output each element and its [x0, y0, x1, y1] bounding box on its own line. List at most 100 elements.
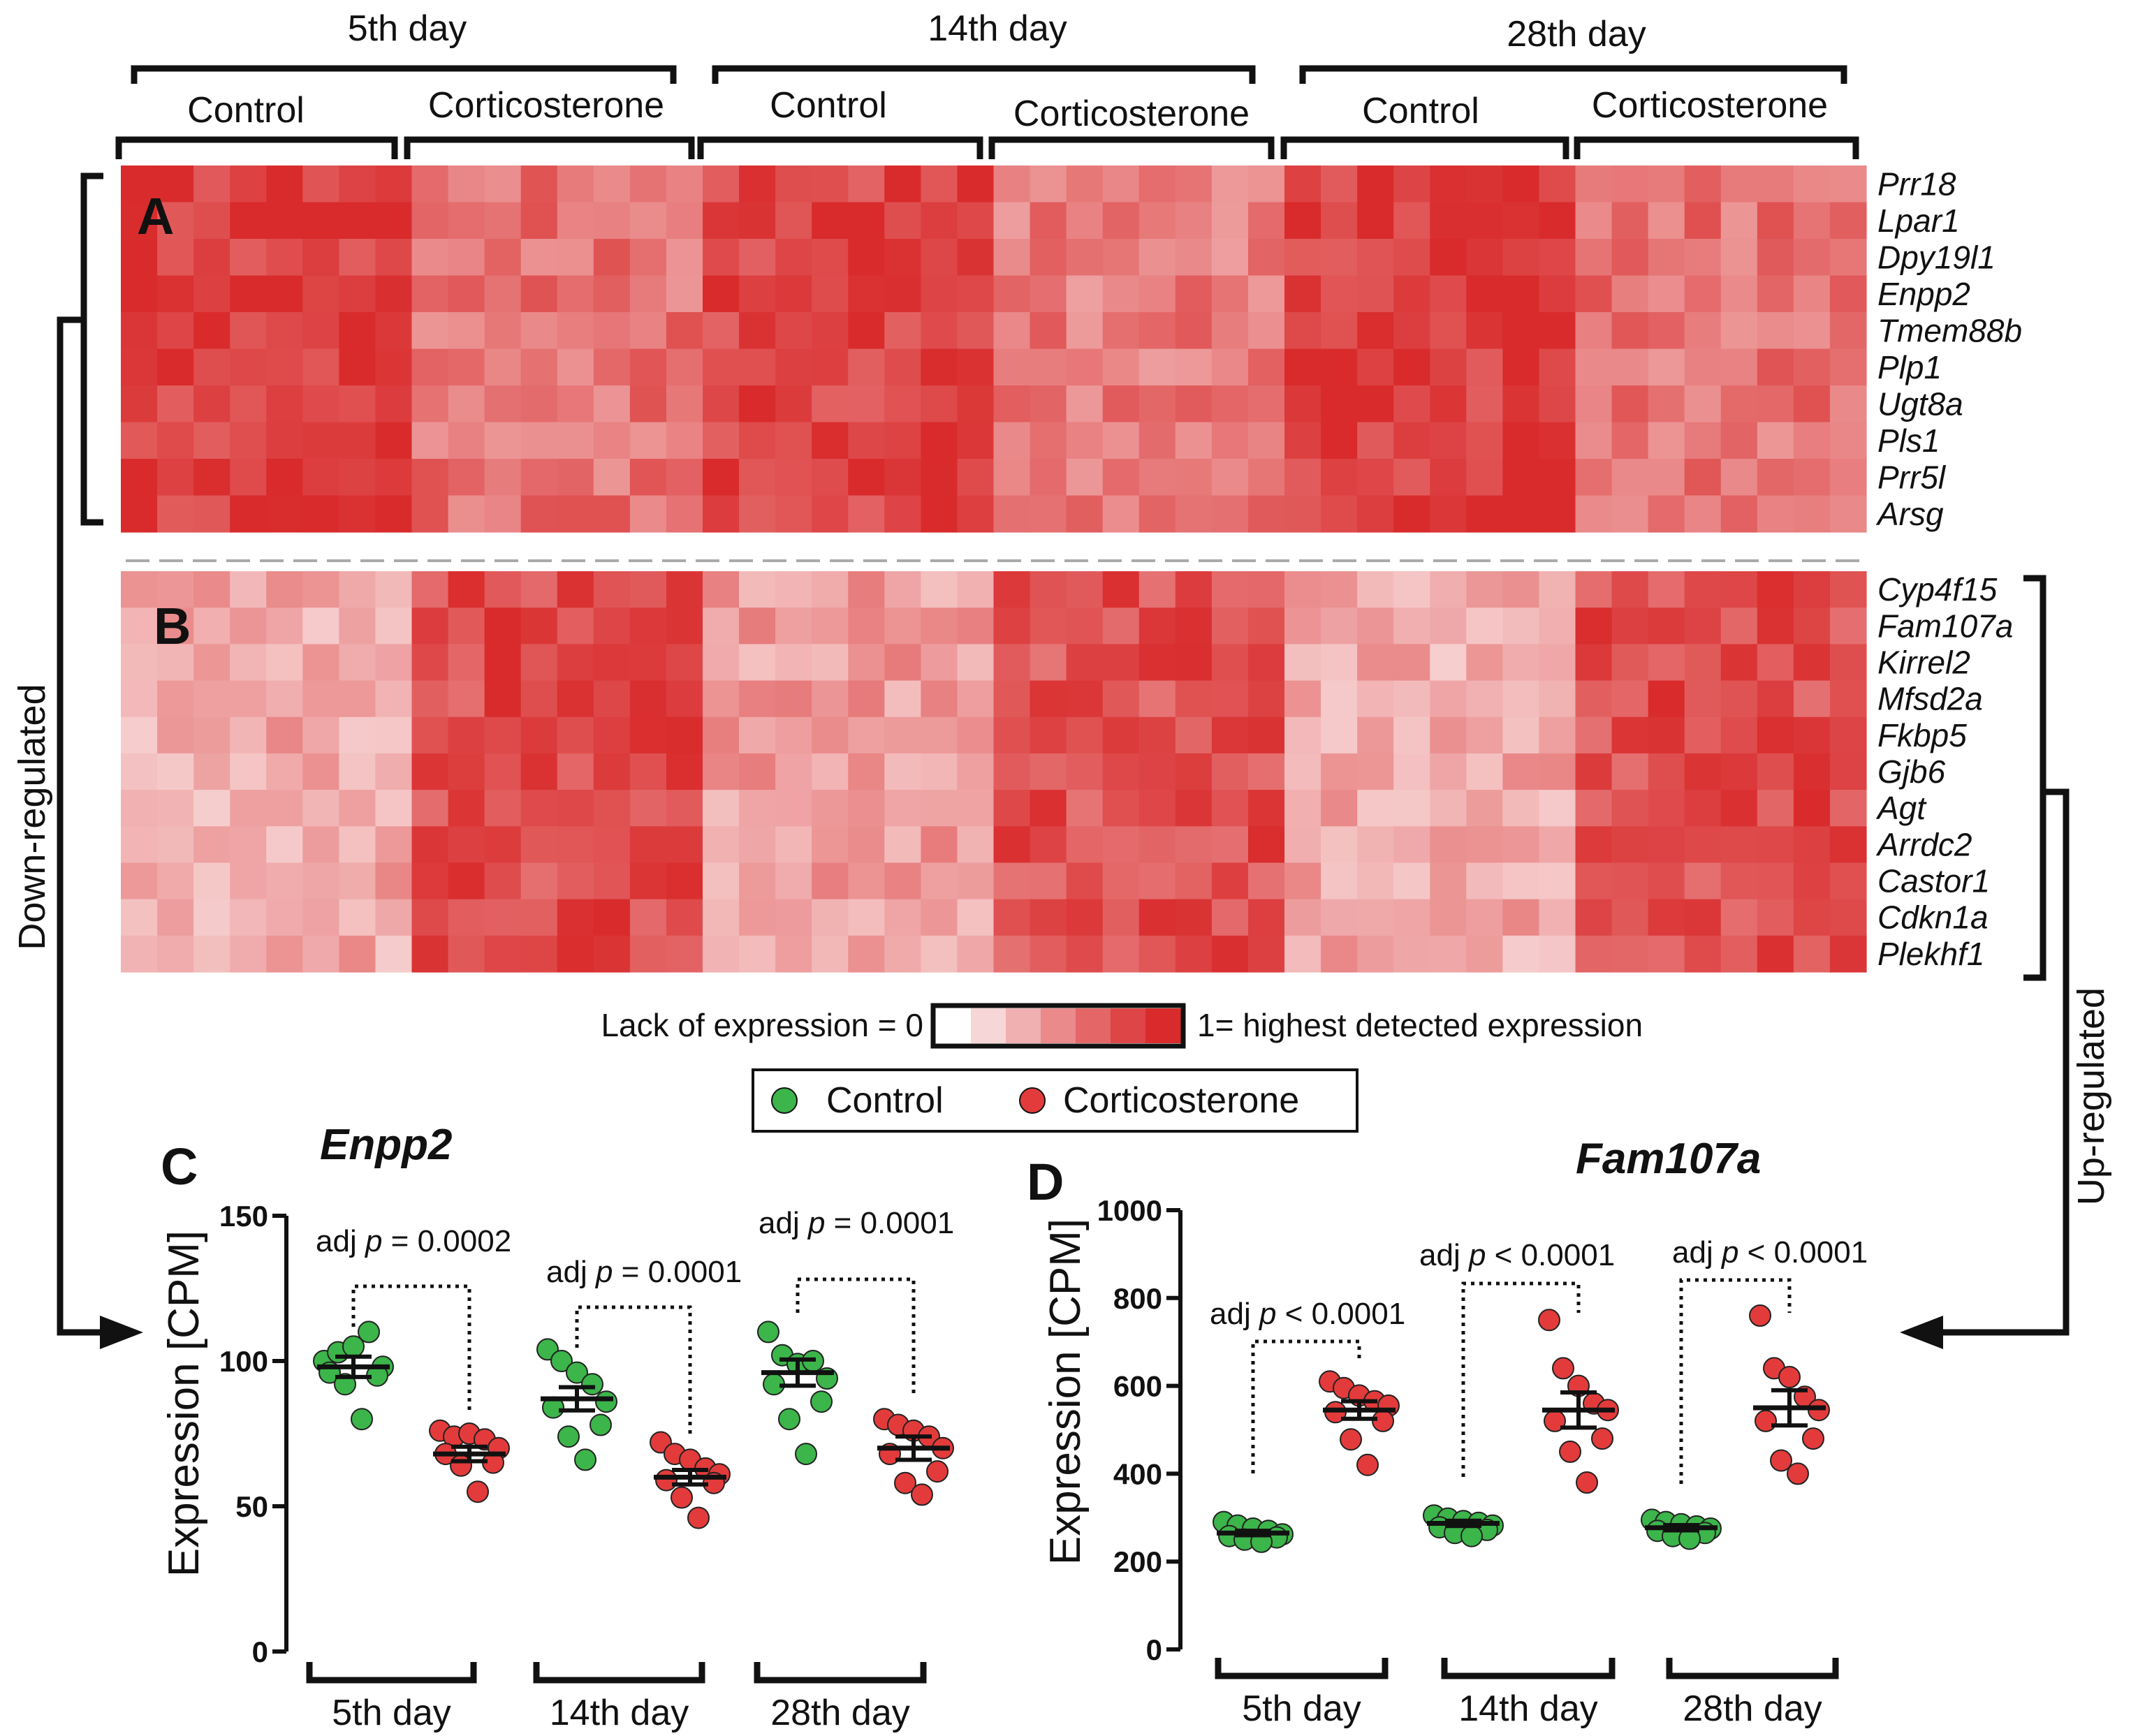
- legend-corticosterone-label: Corticosterone: [1063, 1080, 1299, 1121]
- heatmap-cell: [884, 644, 921, 682]
- heatmap-cell: [593, 312, 631, 350]
- legend: Control Corticosterone: [752, 1068, 1359, 1133]
- heatmap-cell: [629, 790, 667, 827]
- significance-bracket: [575, 1305, 692, 1435]
- heatmap-cell: [520, 312, 558, 350]
- heatmap-cell: [1648, 422, 1685, 459]
- heatmap-cell: [1648, 899, 1685, 936]
- heatmap-cell: [1175, 753, 1213, 790]
- heatmap-cell: [739, 608, 776, 645]
- heatmap-cell: [1539, 644, 1576, 682]
- heatmap-cell: [1829, 716, 1867, 754]
- heatmap-cell: [1684, 935, 1722, 973]
- heatmap-cell: [121, 790, 158, 827]
- heatmap-cell: [957, 385, 995, 423]
- heatmap-cell: [812, 165, 849, 203]
- heatmap-cell: [484, 608, 522, 645]
- heatmap-cell: [1684, 571, 1722, 608]
- heatmap-cell: [1211, 790, 1249, 827]
- heatmap-cell: [121, 459, 158, 496]
- heatmap-cell: [1357, 608, 1394, 645]
- heatmap-cell: [1138, 202, 1176, 240]
- heatmap-cell: [1502, 239, 1540, 277]
- heatmap-cell: [593, 495, 631, 533]
- heatmap-cell: [339, 202, 376, 240]
- heatmap-cell: [193, 202, 230, 240]
- heatmap-cell: [884, 899, 921, 936]
- heatmap-cell: [1502, 275, 1540, 313]
- heatmap-cell: [1430, 348, 1467, 386]
- heatmap-cell: [375, 680, 413, 718]
- heatmap-cell: [375, 495, 413, 533]
- heatmap-cell: [1466, 935, 1503, 973]
- heatmap-cell: [448, 608, 485, 645]
- heatmap-cell: [411, 790, 449, 827]
- heatmap-cell: [1757, 644, 1794, 682]
- heatmap-cell: [411, 348, 449, 386]
- heatmap-cell: [1648, 165, 1685, 203]
- heatmap-cell: [448, 680, 485, 718]
- heatmap-cell: [302, 644, 339, 682]
- heatmap-cell: [666, 422, 703, 459]
- heatmap-cell: [375, 644, 413, 682]
- heatmap-cell: [739, 644, 776, 682]
- heatmap-cell: [666, 608, 703, 645]
- heatmap-cell: [411, 935, 449, 973]
- heatmap-cell: [629, 165, 667, 203]
- heatmap-cell: [484, 422, 522, 459]
- heatmap-cell: [1829, 495, 1867, 533]
- heatmap-cell: [1247, 753, 1285, 790]
- heatmap-cell: [1393, 348, 1430, 386]
- heatmap-cell: [557, 459, 594, 496]
- heatmap-cell: [1720, 495, 1758, 533]
- heatmap-cell: [1611, 935, 1649, 973]
- heatmap-cell: [1720, 935, 1758, 973]
- heatmap-cell: [1175, 385, 1213, 423]
- heatmap-cell: [1321, 790, 1358, 827]
- heatmap-cell: [884, 422, 921, 459]
- heatmap-cell: [266, 459, 303, 496]
- heatmap-cell: [812, 422, 849, 459]
- heatmap-cell: [1247, 862, 1285, 900]
- heatmap-cell: [266, 165, 303, 203]
- heatmap-cell: [848, 495, 885, 533]
- heatmap-cell: [1393, 644, 1430, 682]
- significance-bracket: [1251, 1339, 1361, 1473]
- heatmap-cell: [703, 459, 740, 496]
- data-point: [1372, 1409, 1394, 1432]
- heatmap-cell: [193, 385, 230, 423]
- heatmap-cell: [375, 826, 413, 864]
- heatmap-cell: [557, 644, 594, 682]
- significance-bracket: [351, 1284, 471, 1411]
- heatmap-cell: [703, 644, 740, 682]
- heatmap-cell: [1138, 716, 1176, 754]
- heatmap-cell: [1175, 680, 1213, 718]
- category-bracket: [1441, 1658, 1616, 1679]
- heatmap-cell: [957, 753, 995, 790]
- heatmap-cell: [1284, 422, 1321, 459]
- heatmap-cell: [1211, 385, 1249, 423]
- heatmap-cell: [629, 680, 667, 718]
- heatmap-cell: [1284, 239, 1321, 277]
- heatmap-cell: [375, 348, 413, 386]
- heatmap-cell: [411, 644, 449, 682]
- heatmap-cell: [1247, 202, 1285, 240]
- group-label-control: Control: [1362, 91, 1479, 131]
- heatmap-cell: [1793, 680, 1831, 718]
- heatmap-cell: [557, 935, 594, 973]
- heatmap-cell: [1684, 644, 1722, 682]
- heatmap-cell: [1611, 790, 1649, 827]
- y-tick-label: 400: [1113, 1457, 1162, 1490]
- heatmap-cell: [230, 608, 267, 645]
- heatmap-cell: [266, 422, 303, 459]
- heatmap-cell: [1793, 385, 1831, 423]
- heatmap-cell: [1066, 495, 1104, 533]
- heatmap-cell: [1720, 202, 1758, 240]
- heatmap-cell: [1211, 644, 1249, 682]
- heatmap-cell: [266, 348, 303, 386]
- heatmap-cell: [1684, 753, 1722, 790]
- heatmap-cell: [1575, 862, 1613, 900]
- heatmap-cell: [1502, 608, 1540, 645]
- heatmap-cell: [1648, 644, 1685, 682]
- gene-label: Arrdc2: [1875, 826, 1972, 862]
